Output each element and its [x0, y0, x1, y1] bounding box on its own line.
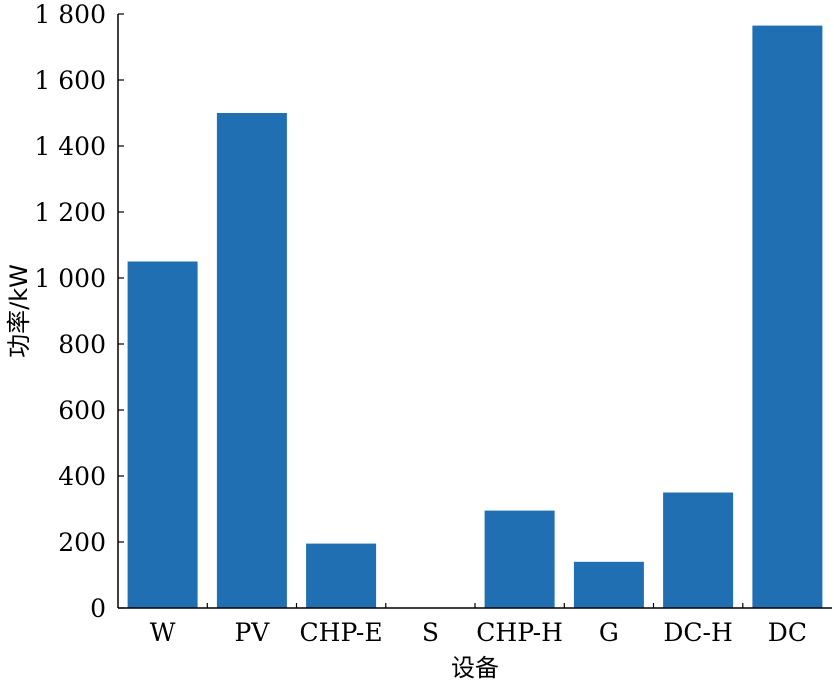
- x-tick-label: W: [150, 618, 176, 647]
- x-tick-label: PV: [234, 618, 270, 647]
- y-tick-label: 1 400: [34, 132, 106, 161]
- x-axis-title: 设备: [451, 654, 499, 681]
- bars-group: [127, 25, 823, 609]
- y-tick-label: 800: [58, 330, 106, 359]
- x-tick-label: G: [599, 618, 619, 647]
- bar-dc: [752, 25, 823, 609]
- y-axis-title: 功率/kW: [5, 264, 33, 358]
- bar-g: [573, 561, 644, 608]
- y-tick-label: 1 800: [34, 0, 106, 29]
- bar-pv: [216, 113, 287, 608]
- bar-chp-h: [484, 510, 555, 608]
- x-tick-label: CHP-E: [300, 618, 383, 647]
- y-tick-label: 1 200: [34, 198, 106, 227]
- x-axis-ticks: W PV CHP-E S CHP-H G DC-H DC: [150, 603, 807, 647]
- y-tick-label: 1 600: [34, 66, 106, 95]
- x-tick-label: DC-H: [663, 618, 732, 647]
- x-tick-label: DC: [768, 618, 807, 647]
- y-axis-ticks: 0 200 400 600 800 1 000 1 200 1 400 1 600 1 800: [34, 0, 124, 623]
- y-tick-label: 400: [58, 462, 106, 491]
- x-tick-label: S: [422, 618, 439, 647]
- y-tick-label: 600: [58, 396, 106, 425]
- bar-chp-e: [306, 543, 377, 608]
- y-tick-label: 1 000: [34, 264, 106, 293]
- y-tick-label: 0: [90, 594, 106, 623]
- bar-w: [127, 261, 198, 608]
- x-tick-label: CHP-H: [476, 618, 563, 647]
- y-tick-label: 200: [58, 528, 106, 557]
- bar-dc-h: [663, 492, 734, 608]
